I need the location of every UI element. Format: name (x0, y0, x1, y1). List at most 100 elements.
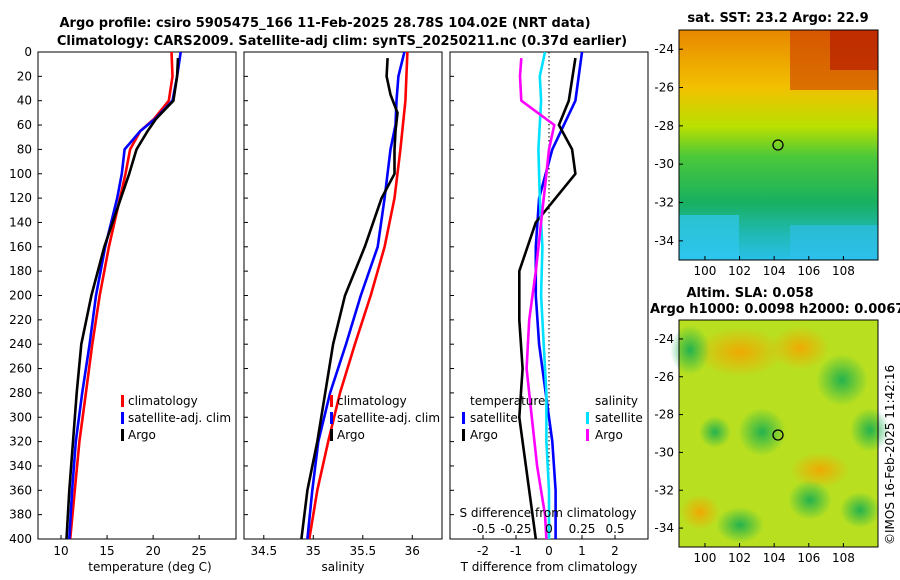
temperature-profile-lines (65, 52, 182, 539)
salinity-panel: 34.5 35 35.5 36 salinity climatology satell… (243, 51, 443, 574)
depth-tick-label: 80 (17, 142, 32, 156)
legend-label-climatology: climatology (128, 394, 198, 408)
s-difference-axis-label: S difference from climatology (460, 506, 637, 520)
map-lat-label: -24 (654, 42, 674, 56)
x-tick-label: 2 (611, 544, 619, 558)
sla-high-blob (680, 494, 720, 530)
map-lat-label: -32 (654, 196, 674, 210)
legend-label-argo: Argo (337, 428, 365, 442)
sla-y-ticks: -24 -26 -28 -30 -32 -34 (654, 332, 683, 535)
map-lon-label: 102 (728, 264, 751, 278)
depth-tick-label: 280 (9, 386, 32, 400)
series-line-salinity-argo (518, 58, 556, 539)
map-lat-label: -34 (654, 234, 674, 248)
series-line-argo (65, 58, 180, 539)
map-lon-label: 100 (694, 551, 717, 565)
map-lat-label: -32 (654, 483, 674, 497)
depth-tick-label: 60 (17, 118, 32, 132)
depth-tick-label: 260 (9, 362, 32, 376)
sst-map-title: sat. SST: 23.2 Argo: 22.9 (687, 11, 868, 26)
map-lat-label: -30 (654, 445, 674, 459)
salinity-x-ticks: 34.5 35 35.5 36 (244, 51, 420, 558)
x-tick-label: 35 (306, 544, 321, 558)
argo-position-marker (772, 429, 784, 441)
legend-title-temperature: temperature (470, 394, 545, 408)
sla-low-blob (699, 416, 731, 448)
sla-low-blob (716, 507, 764, 543)
sla-high-blob (770, 326, 830, 370)
sla-axes-box (678, 319, 879, 548)
x-tick-label: 25 (192, 544, 207, 558)
depth-tick-label: 300 (9, 410, 32, 424)
map-lon-label: 106 (797, 551, 820, 565)
x-tick-label: 34.5 (250, 544, 277, 558)
sla-low-blob (788, 480, 832, 520)
salinity-profile-lines (300, 52, 409, 539)
legend-swatch-sal-satellite (586, 412, 589, 424)
depth-tick-label: 240 (9, 337, 32, 351)
s-tick-label: 0.25 (569, 522, 596, 536)
map-lon-label: 108 (832, 264, 855, 278)
map-lon-label: 104 (763, 551, 786, 565)
depth-tick-label: 140 (9, 215, 32, 229)
map-lat-label: -34 (654, 521, 674, 535)
series-line-argo (300, 58, 399, 539)
map-lat-label: -24 (654, 332, 674, 346)
sla-x-ticks: 100 102 104 106 108 (694, 543, 855, 565)
legend-swatch-temp-argo (462, 429, 465, 441)
sla-map-panel: Altim. SLA: 0.058 Argo h1000: 0.0098 h20… (650, 286, 900, 565)
temperature-x-label: temperature (deg C) (88, 560, 211, 574)
legend-label-argo: Argo (128, 428, 156, 442)
map-lat-label: -28 (654, 119, 674, 133)
map-lat-label: -26 (654, 81, 674, 95)
figure-title-line1: Argo profile: csiro 5905475_166 11-Feb-2… (59, 16, 590, 31)
sla-high-blob (790, 452, 850, 488)
depth-tick-label: 360 (9, 483, 32, 497)
depth-tick-label: 220 (9, 313, 32, 327)
depth-tick-label: 380 (9, 508, 32, 522)
t-difference-x-label: T difference from climatology (460, 560, 638, 574)
map-lon-label: 108 (832, 551, 855, 565)
difference-profile-lines (517, 52, 584, 539)
s-difference-ticks: -0.5 -0.25 0 0.25 0.5 (472, 522, 624, 536)
sla-map-title-line2: Argo h1000: 0.0098 h2000: 0.0067 (650, 302, 900, 317)
legend-label-climatology: climatology (337, 394, 407, 408)
sst-x-ticks: 100 102 104 106 108 (694, 256, 855, 278)
legend-swatch-argo (121, 429, 124, 441)
depth-tick-label: 200 (9, 289, 32, 303)
sla-map-title-line1: Altim. SLA: 0.058 (687, 286, 814, 301)
legend-label-temp-satellite: satellite (470, 411, 518, 425)
depth-tick-label: 120 (9, 191, 32, 205)
series-line-temperature-argo (517, 57, 577, 539)
depth-tick-label: 160 (9, 240, 32, 254)
sst-hotspot (830, 30, 878, 70)
salinity-x-label: salinity (321, 560, 364, 574)
temperature-axes-box (37, 51, 237, 540)
difference-x-ticks: -2 -1 0 1 2 (450, 51, 619, 558)
legend-swatch-climatology (121, 395, 124, 407)
x-tick-label: 15 (99, 544, 114, 558)
sla-high-blob (695, 327, 785, 377)
salinity-axes-box (243, 51, 443, 540)
sst-cold-patch (679, 215, 739, 260)
temperature-depth-ticks: 0 20 40 60 80 100 120 140 160 180 200 220 240 260 280 3… (9, 45, 32, 546)
depth-tick-label: 40 (17, 94, 32, 108)
x-tick-label: 10 (53, 544, 68, 558)
x-tick-label: -2 (477, 544, 489, 558)
sst-y-ticks: -24 -26 -28 -30 -32 -34 (654, 42, 683, 248)
difference-legend: temperature salinity satellite Argo sate… (462, 394, 643, 442)
sla-low-blob (816, 354, 868, 406)
depth-tick-label: 320 (9, 435, 32, 449)
legend-label-sal-satellite: satellite (595, 411, 643, 425)
map-lon-label: 104 (763, 264, 786, 278)
legend-label-temp-argo: Argo (470, 428, 498, 442)
series-line-salinity-satellite (537, 52, 551, 539)
s-tick-label: -0.5 (472, 522, 495, 536)
legend-swatch-satellite-adj (330, 412, 333, 424)
sla-low-blob (670, 325, 710, 375)
temperature-panel: 0 20 40 60 80 100 120 140 160 180 200 220 240 260 280 3… (9, 45, 237, 574)
map-lat-label: -26 (654, 370, 674, 384)
x-tick-label: 0 (545, 544, 553, 558)
argo-position-marker (772, 139, 784, 151)
sla-low-blob (840, 492, 880, 528)
